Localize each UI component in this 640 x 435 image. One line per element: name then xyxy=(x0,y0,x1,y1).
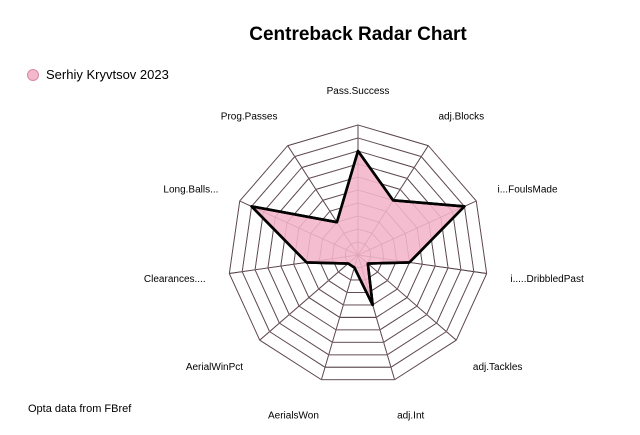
source-note: Opta data from FBref xyxy=(28,403,132,415)
axis-label-6: AerialsWon xyxy=(268,411,319,422)
inner-grid-ring-9 xyxy=(241,137,475,368)
inner-spoke-10 xyxy=(287,145,359,256)
axis-label-0: Pass.Success xyxy=(327,86,390,97)
inner-spoke-4 xyxy=(357,254,457,341)
inner-spoke-9 xyxy=(239,200,359,256)
series-outline-0 xyxy=(250,149,466,307)
inner-spoke-8 xyxy=(229,254,359,274)
axis-label-4: adj.Tackles xyxy=(473,362,522,373)
inner-grid-ring-1 xyxy=(344,241,372,268)
inner-grid-ring-3 xyxy=(319,215,397,293)
axis-label-1: adj.Blocks xyxy=(439,111,485,122)
legend: Serhiy Kryvtsov 2023 xyxy=(27,67,169,82)
axis-label-7: AerialWinPct xyxy=(186,362,243,373)
axis-labels: Pass.Success adj.Blocks i...FoulsMade i....… xyxy=(144,86,584,422)
inner-grid-ring-5 xyxy=(293,189,423,318)
axis-label-2: i...FoulsMade xyxy=(498,185,558,196)
inner-grid-ring-6 xyxy=(280,176,436,331)
inner-spoke-2 xyxy=(357,200,477,256)
legend-label: Serhiy Kryvtsov 2023 xyxy=(46,67,169,82)
inner-spoke-5 xyxy=(357,254,395,380)
inner-grid-ring-4 xyxy=(306,202,410,306)
series-layer xyxy=(229,124,487,381)
axis-label-9: Long.Balls... xyxy=(163,185,218,196)
inner-spoke-6 xyxy=(321,254,359,380)
axis-label-3: i.....DribbledPast xyxy=(510,274,584,285)
chart-title: Centreback Radar Chart xyxy=(249,24,467,45)
axis-label-8: Clearances.... xyxy=(144,274,206,285)
inner-grid-ring-10 xyxy=(229,124,487,381)
legend-swatch-icon xyxy=(27,68,39,81)
inner-spoke-3 xyxy=(357,254,487,274)
inner-spoke-7 xyxy=(259,254,359,341)
inner-grid-ring-2 xyxy=(331,228,385,281)
axis-label-10: Prog.Passes xyxy=(221,111,278,122)
axis-label-5: adj.Int xyxy=(397,411,424,422)
